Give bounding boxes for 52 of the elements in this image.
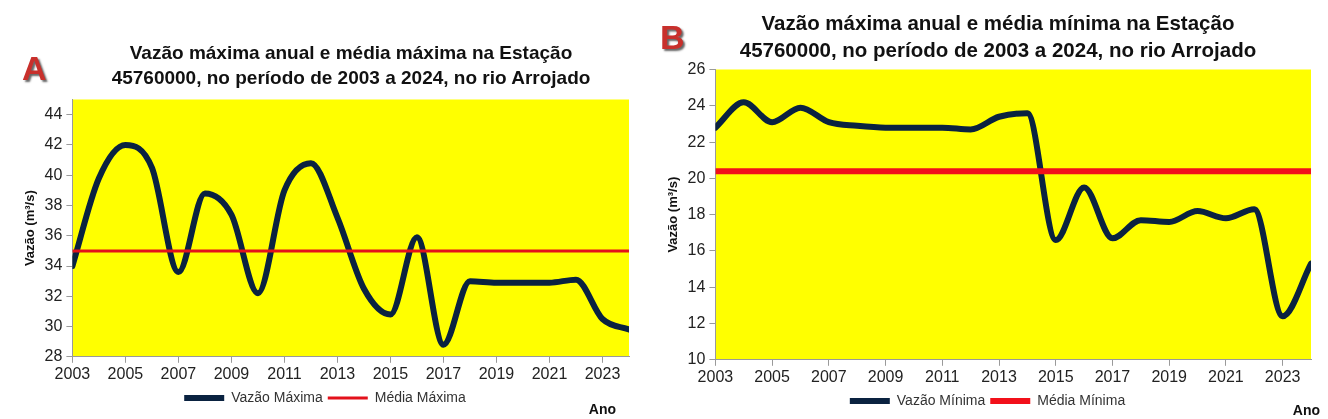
y-tick-label: 30 [44,316,63,334]
y-axis-title: Vazão (m³/s) [22,190,38,267]
chart-title: Vazão máxima anual e média mínima na Estação 45760000, no período de 2003 a 2024, no rio Arrojado [739,11,1257,61]
x-tick-label: 2021 [531,364,568,382]
y-tick-label: 36 [44,226,63,244]
text: A [22,49,47,87]
x-tick-label: 2015 [1037,367,1074,385]
y-tick-label: 34 [44,256,63,274]
x-tick-label: 2017 [1094,367,1131,385]
y-tick-label: 38 [44,195,63,213]
y-tick-label: 16 [687,241,706,259]
y-tick-label: 22 [687,132,706,150]
x-tick-label: 2011 [267,364,302,382]
x-tick-label: 2003 [697,367,734,385]
y-tick-label: 20 [687,168,706,186]
x-tick-label: 2007 [160,364,197,382]
y-tick-label: 44 [44,105,63,123]
x-tick-label: 2003 [54,364,91,382]
y-tick-label: 32 [44,286,63,304]
y-tick-label: 28 [44,347,63,365]
x-tick-label: 2005 [107,364,144,382]
x-tick-label: 2009 [213,364,250,382]
y-tick-label: 14 [687,277,706,295]
y-axis-title: Vazão (m³/s) [665,176,681,253]
x-tick-label: 2005 [754,367,791,385]
x-tick-label: 2019 [478,364,515,382]
x-tick-label: 2013 [319,364,356,382]
y-tick-label: 26 [687,60,706,78]
legend-label: Vazão Máxima [231,388,323,405]
x-tick-label: 2019 [1151,367,1188,385]
legend-label: Média Máxima [374,388,466,405]
text: B [660,18,685,56]
y-tick-label: 10 [687,350,706,368]
x-axis-title: Ano [1292,402,1320,419]
chart-title: Vazão máxima anual e média máxima na Estação 45760000, no período de 2003 a 2024, no rio Arrojado [110,41,592,90]
x-tick-label: 2013 [981,367,1017,385]
y-tick-label: 12 [687,313,706,331]
x-tick-label: 2017 [425,364,462,382]
legend-label: Vazão Mínima [896,391,986,408]
x-tick-label: 2023 [584,364,621,382]
x-tick-label: 2021 [1208,367,1244,385]
x-tick-label: 2011 [925,367,960,385]
x-tick-label: 2023 [1264,367,1301,385]
y-tick-label: 40 [44,165,63,183]
y-tick-label: 18 [687,205,706,223]
x-tick-label: 2007 [811,367,847,385]
x-axis-title: Ano [588,401,616,418]
y-tick-label: 42 [44,135,63,153]
y-tick-label: 24 [687,96,706,114]
x-tick-label: 2015 [372,364,409,382]
legend-label: Média Mínima [1037,391,1126,408]
x-tick-label: 2009 [867,367,904,385]
